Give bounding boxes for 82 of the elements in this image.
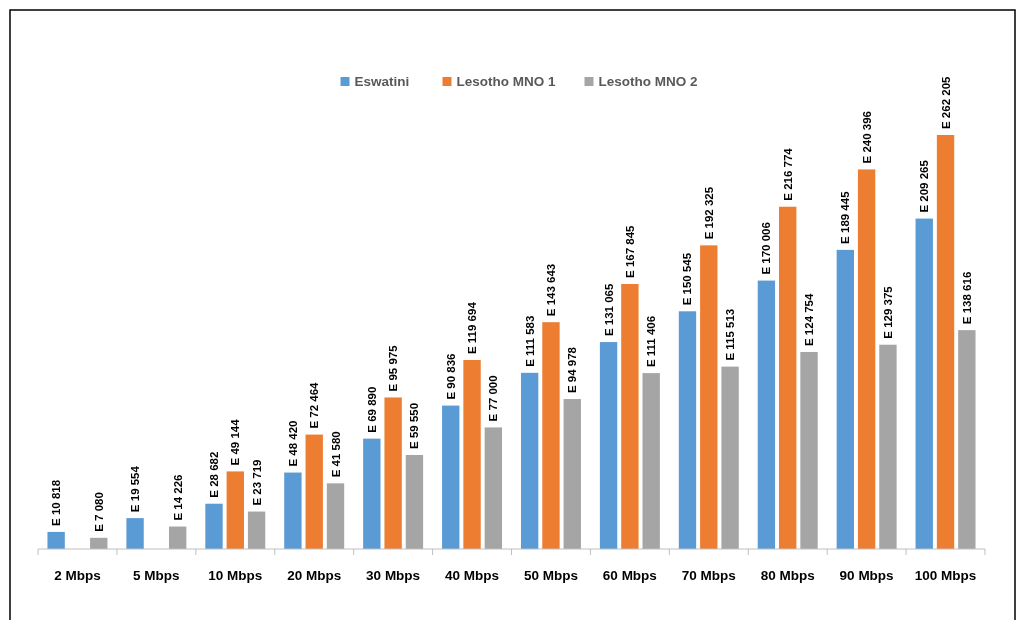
data-label: E 41 580 bbox=[329, 431, 342, 478]
bar bbox=[757, 280, 776, 549]
data-label: E 7 080 bbox=[92, 492, 105, 532]
data-label: E 69 890 bbox=[365, 386, 378, 433]
data-label: E 115 513 bbox=[724, 308, 737, 361]
data-label: E 49 144 bbox=[229, 418, 242, 466]
bar bbox=[563, 399, 581, 549]
bar bbox=[642, 373, 660, 549]
data-label: E 111 583 bbox=[523, 315, 536, 367]
bar bbox=[484, 427, 503, 549]
bar bbox=[520, 372, 539, 549]
data-label: E 95 975 bbox=[387, 344, 400, 392]
bar bbox=[599, 342, 618, 549]
x-tick-label: 50 Mbps bbox=[523, 568, 578, 583]
bar bbox=[405, 454, 424, 549]
bar bbox=[247, 511, 266, 549]
data-label: E 94 978 bbox=[566, 346, 579, 394]
bar bbox=[126, 518, 144, 549]
bar bbox=[284, 472, 302, 549]
bar bbox=[542, 322, 560, 549]
bar bbox=[779, 206, 797, 549]
x-tick-label: 90 Mbps bbox=[839, 568, 894, 583]
bar bbox=[800, 352, 818, 549]
data-label: E 23 719 bbox=[250, 459, 263, 506]
bar bbox=[958, 330, 976, 549]
bar bbox=[936, 135, 955, 549]
data-label: E 150 545 bbox=[681, 252, 694, 306]
data-label: E 28 682 bbox=[207, 451, 220, 498]
bar bbox=[463, 360, 481, 549]
data-label: E 119 694 bbox=[466, 301, 479, 355]
data-label: E 216 774 bbox=[781, 147, 794, 201]
x-tick-label: 30 Mbps bbox=[366, 568, 421, 583]
x-tick-label: 80 Mbps bbox=[760, 568, 815, 583]
x-tick-label: 40 Mbps bbox=[445, 568, 500, 583]
legend-label: Eswatini bbox=[354, 74, 410, 89]
x-tick-label: 100 Mbps bbox=[914, 568, 977, 583]
data-label: E 262 205 bbox=[939, 75, 952, 129]
data-label: E 90 836 bbox=[444, 353, 457, 400]
data-label: E 10 818 bbox=[50, 479, 63, 526]
bar bbox=[205, 503, 223, 549]
bar bbox=[47, 531, 65, 549]
data-label: E 129 375 bbox=[881, 285, 894, 339]
legend-label: Lesotho MNO 2 bbox=[598, 74, 698, 89]
bar bbox=[384, 397, 402, 549]
data-label: E 48 420 bbox=[286, 420, 299, 467]
data-label: E 19 554 bbox=[129, 465, 142, 513]
bar bbox=[721, 366, 739, 549]
x-tick-label: 70 Mbps bbox=[681, 568, 736, 583]
data-label: E 131 065 bbox=[602, 283, 615, 337]
x-tick-label: 10 Mbps bbox=[208, 568, 263, 583]
data-label: E 209 265 bbox=[918, 159, 931, 213]
bar bbox=[169, 526, 187, 549]
x-tick-label: 5 Mbps bbox=[133, 568, 180, 583]
data-label: E 72 464 bbox=[308, 381, 321, 429]
bar bbox=[700, 245, 718, 549]
data-label: E 124 754 bbox=[803, 292, 816, 347]
bar bbox=[226, 471, 244, 549]
data-label: E 167 845 bbox=[623, 224, 636, 278]
data-label: E 111 406 bbox=[645, 315, 658, 368]
legend-label: Lesotho MNO 1 bbox=[456, 74, 556, 89]
x-tick-label: 2 Mbps bbox=[54, 568, 101, 583]
bar bbox=[363, 438, 381, 549]
data-label: E 77 000 bbox=[487, 375, 500, 422]
data-label: E 138 616 bbox=[960, 271, 973, 325]
bar bbox=[326, 483, 345, 549]
bar bbox=[857, 169, 876, 549]
bar bbox=[915, 218, 933, 549]
bar bbox=[879, 344, 897, 549]
data-label: E 170 006 bbox=[760, 222, 773, 275]
x-tick-label: 20 Mbps bbox=[287, 568, 342, 583]
bar bbox=[442, 405, 460, 549]
data-label: E 240 396 bbox=[860, 111, 873, 164]
bar bbox=[305, 434, 323, 549]
bar bbox=[678, 311, 697, 549]
x-tick-label: 60 Mbps bbox=[602, 568, 657, 583]
bar bbox=[836, 249, 854, 549]
data-label: E 192 325 bbox=[702, 186, 715, 240]
data-label: E 189 445 bbox=[839, 190, 852, 244]
bar bbox=[621, 283, 639, 549]
data-label: E 59 550 bbox=[408, 402, 421, 449]
data-label: E 143 643 bbox=[544, 263, 557, 317]
data-label: E 14 226 bbox=[171, 474, 184, 521]
